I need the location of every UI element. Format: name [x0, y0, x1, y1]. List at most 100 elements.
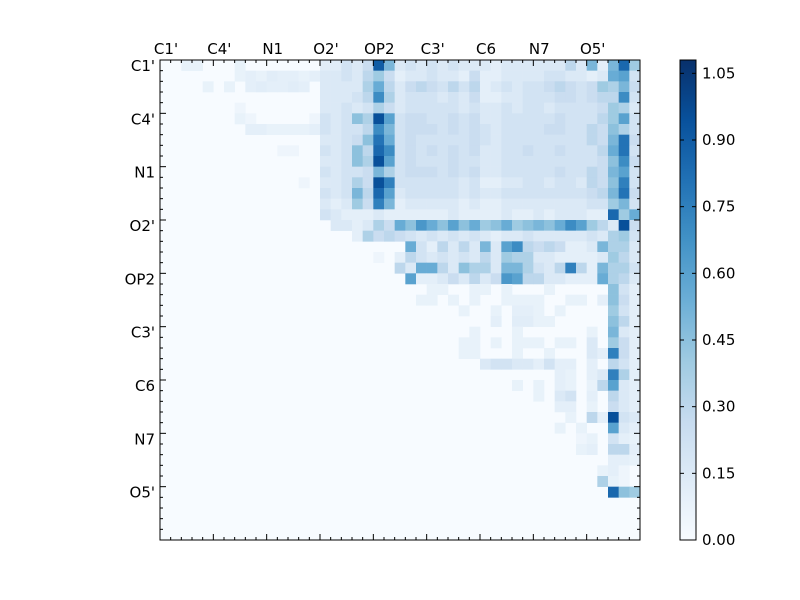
heatmap-cell: [501, 81, 513, 93]
heatmap-cell: [245, 113, 257, 125]
heatmap-cell: [458, 305, 470, 317]
heatmap-cell: [405, 60, 417, 71]
heatmap-cell: [394, 92, 406, 103]
heatmap-cell: [352, 188, 363, 199]
heatmap-cell: [405, 198, 417, 210]
heatmap-cell: [597, 113, 609, 125]
heatmap-cell: [554, 209, 566, 221]
heatmap-cell: [352, 145, 363, 157]
heatmap-cell: [362, 166, 374, 178]
heatmap-cell: [437, 273, 449, 285]
heatmap-cell: [501, 188, 513, 199]
heatmap-cell: [384, 124, 395, 135]
heatmap-cell: [416, 81, 427, 93]
heatmap-cell: [480, 70, 491, 82]
heatmap-cell: [565, 188, 577, 199]
heatmap-cell: [384, 113, 395, 125]
heatmap-cell: [533, 70, 545, 82]
heatmap-cell: [362, 188, 374, 199]
heatmap-cell: [586, 145, 598, 157]
heatmap-cell: [373, 102, 385, 114]
heatmap-cell: [448, 166, 459, 178]
heatmap-cell: [618, 252, 630, 263]
heatmap-cell: [192, 60, 203, 71]
heatmap-cell: [629, 262, 641, 274]
heatmap-cell: [480, 284, 491, 295]
heatmap-cell: [554, 220, 566, 231]
heatmap-cell: [394, 177, 406, 189]
heatmap-cell: [522, 124, 534, 135]
heatmap-cell: [512, 380, 523, 391]
heatmap-cell: [437, 92, 449, 103]
heatmap-cell: [522, 102, 534, 114]
heatmap-cell: [608, 209, 619, 221]
heatmap-cell: [533, 102, 545, 114]
heatmap-cell: [416, 113, 427, 125]
heatmap-cell: [597, 92, 609, 103]
heatmap-cell: [565, 401, 577, 413]
heatmap-cell: [501, 358, 513, 370]
heatmap-cell: [522, 134, 534, 146]
heatmap-cell: [426, 92, 438, 103]
heatmap-cell: [448, 60, 459, 71]
x-tick-label: N7: [529, 40, 550, 58]
heatmap-cell: [256, 81, 267, 93]
heatmap-cell: [576, 209, 587, 221]
heatmap-cell: [512, 198, 523, 210]
heatmap-cell: [522, 252, 534, 263]
heatmap-cell: [448, 70, 459, 82]
heatmap-cell: [565, 134, 577, 146]
heatmap-cell: [352, 156, 363, 167]
heatmap-cell: [501, 145, 513, 157]
heatmap-cell: [277, 81, 289, 93]
heatmap-cell: [629, 102, 641, 114]
heatmap-cell: [469, 124, 481, 135]
heatmap-cell: [554, 401, 566, 413]
heatmap-cell: [533, 273, 545, 285]
heatmap-cell: [533, 156, 545, 167]
heatmap-cell: [362, 177, 374, 189]
heatmap-cell: [629, 390, 641, 402]
heatmap-cell: [341, 145, 353, 157]
heatmap-cell: [448, 273, 459, 285]
heatmap-cell: [448, 262, 459, 274]
heatmap-cell: [629, 401, 641, 413]
heatmap-cell: [480, 358, 491, 370]
heatmap-cell: [266, 124, 278, 135]
heatmap-cell: [394, 209, 406, 221]
heatmap-cell: [362, 230, 374, 242]
heatmap-cell: [544, 220, 555, 231]
heatmap-cell: [608, 476, 619, 487]
heatmap-cell: [448, 198, 459, 210]
heatmap-cell: [426, 220, 438, 231]
heatmap-cell: [597, 145, 609, 157]
heatmap-cell: [608, 369, 619, 381]
heatmap-cell: [469, 188, 481, 199]
heatmap-cell: [512, 337, 523, 349]
heatmap-cell: [320, 81, 331, 93]
heatmap-cell: [480, 220, 491, 231]
heatmap-cell: [544, 188, 555, 199]
heatmap-cell: [320, 177, 331, 189]
heatmap-cell: [298, 124, 310, 135]
heatmap-cell: [544, 273, 555, 285]
heatmap-cell: [416, 241, 427, 253]
heatmap-cell: [501, 166, 513, 178]
heatmap-cell: [544, 230, 555, 242]
heatmap-cell: [384, 188, 395, 199]
heatmap-cell: [373, 134, 385, 146]
y-tick-label: N7: [134, 430, 155, 448]
heatmap-cell: [554, 177, 566, 189]
heatmap-cell: [394, 102, 406, 114]
heatmap-cell: [533, 241, 545, 253]
heatmap-cell: [490, 113, 502, 125]
heatmap-cell: [330, 198, 342, 210]
heatmap-cell: [522, 188, 534, 199]
heatmap-cell: [629, 230, 641, 242]
heatmap-cell: [458, 262, 470, 274]
heatmap-cell: [618, 369, 630, 381]
heatmap-cell: [394, 188, 406, 199]
heatmap-cell: [544, 145, 555, 157]
heatmap-cell: [405, 145, 417, 157]
heatmap-cell: [618, 465, 630, 477]
